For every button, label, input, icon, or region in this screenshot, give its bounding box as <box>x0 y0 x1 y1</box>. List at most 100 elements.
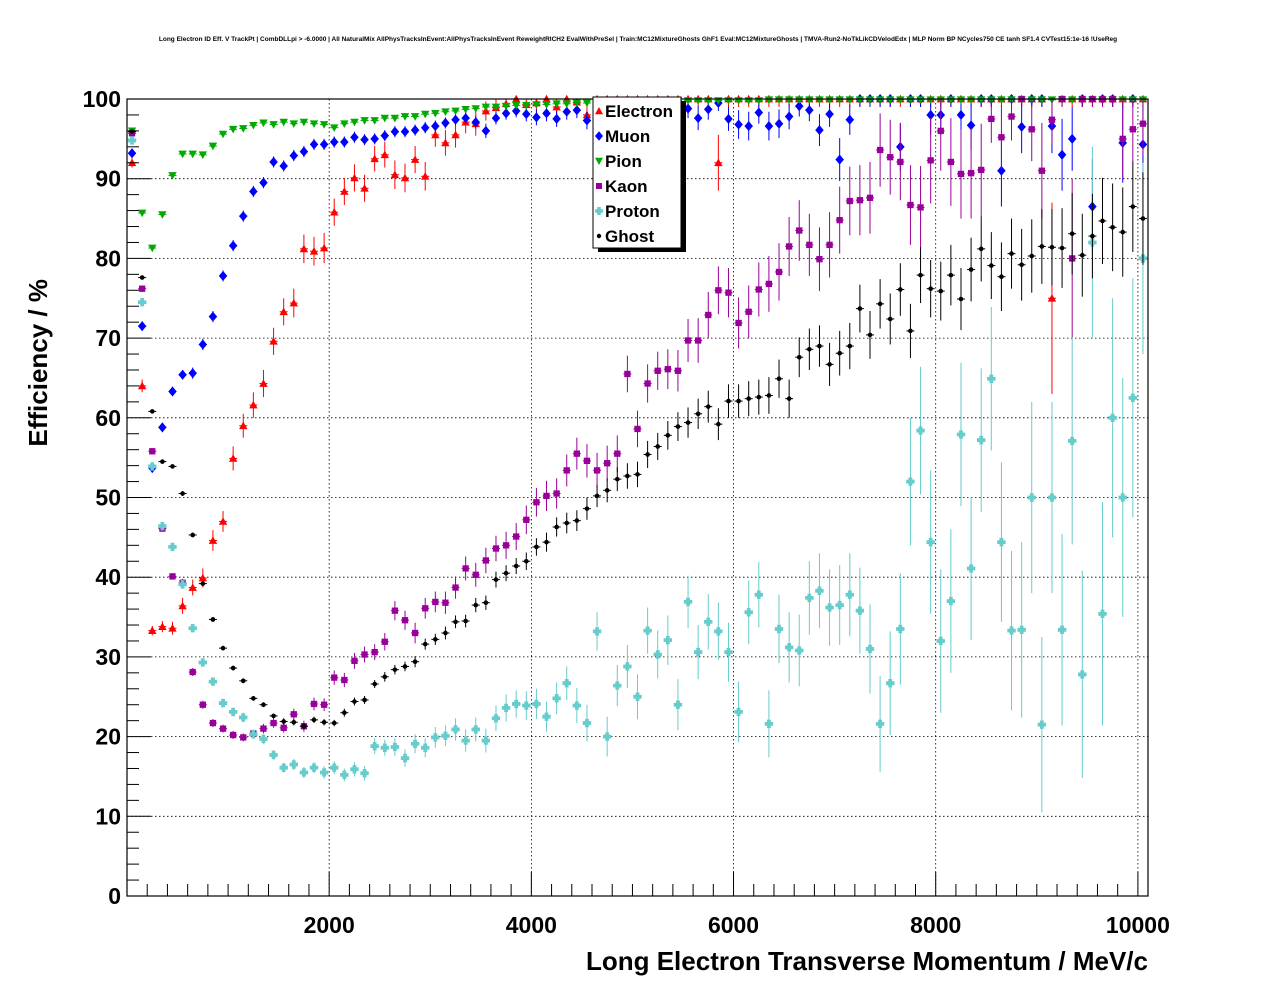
pion-point <box>855 96 865 104</box>
proton-point <box>592 627 602 636</box>
ghost-point <box>807 346 812 352</box>
kaon-point <box>371 648 378 656</box>
legend-marker-proton <box>595 207 603 215</box>
pion-point <box>491 103 501 112</box>
kaon-point <box>270 719 277 727</box>
kaon-point <box>967 169 975 177</box>
muon-point <box>744 121 753 132</box>
pion-point <box>471 105 480 113</box>
electron-point <box>370 154 379 163</box>
pion-point <box>896 96 905 104</box>
muon-point <box>542 108 551 119</box>
ghost-point <box>695 411 701 417</box>
kaon-point <box>866 194 874 201</box>
ghost-point <box>291 719 297 725</box>
electron-point <box>380 150 389 159</box>
muon-point <box>1017 121 1026 132</box>
ghost-point <box>1120 229 1126 235</box>
ghost-point <box>544 539 549 545</box>
ghost-point <box>1029 253 1035 259</box>
proton-point <box>1007 626 1016 635</box>
kaon-point <box>563 467 570 474</box>
electron-point <box>400 173 410 182</box>
proton-point <box>410 739 420 748</box>
proton-point <box>269 750 278 760</box>
kaon-point <box>432 598 439 606</box>
pion-point <box>431 109 440 118</box>
proton-series <box>127 136 1148 813</box>
pion-point <box>299 118 309 127</box>
muon-point <box>997 165 1006 176</box>
proton-point <box>148 462 157 471</box>
proton-point <box>1128 393 1138 403</box>
y-tick-label: 90 <box>95 166 121 192</box>
pion-point <box>956 96 966 104</box>
ghost-series <box>128 129 1147 730</box>
legend-label-kaon: Kaon <box>605 177 648 196</box>
kaon-point <box>785 243 793 250</box>
x-tick-label: 10000 <box>1106 912 1170 938</box>
proton-point <box>511 699 521 709</box>
kaon-point <box>513 533 520 540</box>
ghost-point <box>1140 216 1146 221</box>
pion-point <box>977 96 986 104</box>
kaon-point <box>826 241 833 249</box>
ghost-point <box>321 719 327 725</box>
muon-point <box>481 125 491 136</box>
proton-point <box>390 742 400 752</box>
electron-point <box>228 454 238 462</box>
ghost-point <box>756 394 762 400</box>
muon-point <box>137 321 147 332</box>
pion-point <box>875 96 885 104</box>
pion-point <box>319 121 329 129</box>
electron-point <box>340 187 349 195</box>
ghost-point <box>200 581 206 586</box>
ghost-point <box>1069 231 1075 237</box>
legend-entry-kaon: Kaon <box>596 177 648 196</box>
pion-point <box>997 96 1006 104</box>
proton-point <box>795 646 804 655</box>
ghost-point <box>483 600 489 606</box>
x-tick-label: 8000 <box>910 912 961 938</box>
ghost-point <box>382 674 388 680</box>
muon-point <box>228 240 238 251</box>
ghost-point <box>402 664 408 669</box>
kaon-point <box>1119 135 1126 142</box>
legend-marker-electron <box>595 107 603 115</box>
muon-point <box>198 339 208 350</box>
pion-point <box>309 120 319 128</box>
kaon-point <box>149 448 156 455</box>
grid-layer <box>127 99 1148 896</box>
ghost-point <box>1039 244 1045 249</box>
ghost-point <box>1079 252 1085 258</box>
pion-point <box>886 96 895 104</box>
ghost-point <box>887 316 893 322</box>
muon-point <box>380 130 389 141</box>
electron-point <box>137 381 147 390</box>
ghost-point <box>534 544 539 550</box>
ghost-point <box>705 404 711 409</box>
ghost-point <box>938 288 944 294</box>
legend-label-proton: Proton <box>605 202 660 221</box>
ghost-point <box>928 286 933 291</box>
y-tick-label: 70 <box>95 325 121 351</box>
pion-point <box>805 96 814 104</box>
pion-point <box>966 96 976 104</box>
proton-point <box>936 636 945 646</box>
ghost-point <box>1100 218 1105 224</box>
electron-point <box>188 583 197 591</box>
proton-point <box>653 650 662 659</box>
kaon-point <box>624 370 631 378</box>
pion-point <box>279 118 288 127</box>
ghost-point <box>908 328 913 334</box>
proton-point <box>471 725 480 734</box>
legend-box <box>592 96 682 249</box>
proton-point <box>693 647 703 657</box>
proton-point <box>835 600 844 610</box>
proton-point <box>441 731 450 741</box>
ghost-point <box>978 246 984 252</box>
ghost-point <box>392 667 398 672</box>
ghost-point <box>614 476 620 482</box>
proton-point <box>825 603 834 612</box>
pion-point <box>330 124 339 132</box>
